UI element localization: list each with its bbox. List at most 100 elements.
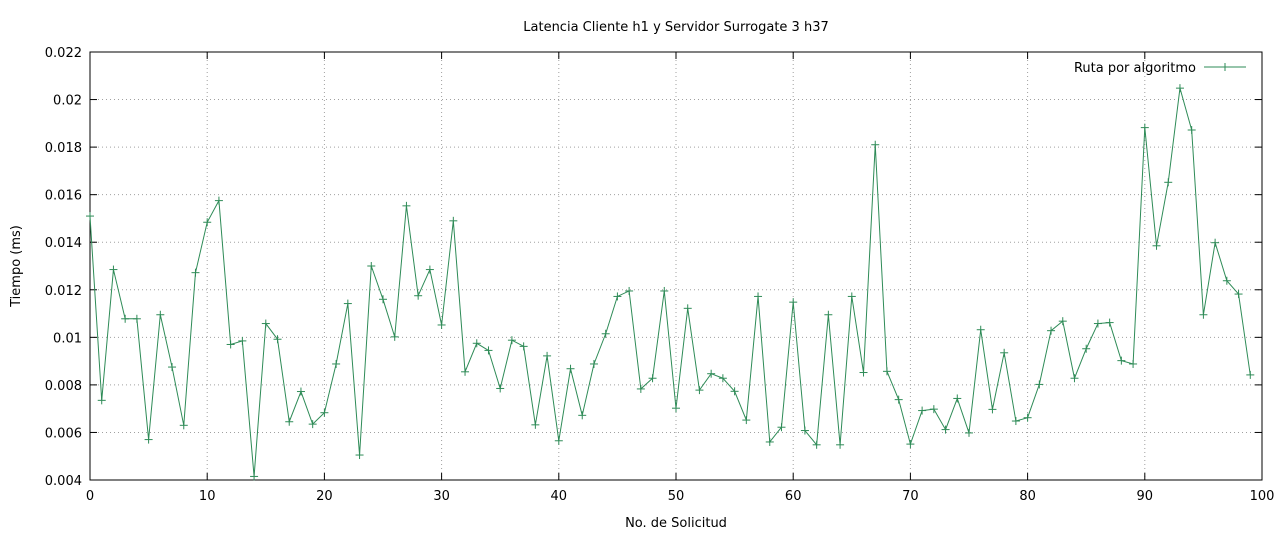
data-point <box>636 384 645 393</box>
data-point <box>132 314 141 323</box>
data-point <box>824 310 833 319</box>
series-line <box>89 88 1251 477</box>
data-point <box>1000 348 1009 357</box>
data-point <box>1129 359 1138 368</box>
data-point <box>449 216 458 225</box>
data-point <box>707 369 716 378</box>
x-tick-label: 30 <box>433 489 450 504</box>
data-point <box>519 342 528 351</box>
x-axis-ticks: 0 10 20 30 40 50 60 70 80 90 100 <box>86 52 1275 504</box>
data-point <box>261 319 270 328</box>
data-point <box>871 140 880 149</box>
x-axis-label: No. de Solicitud <box>625 516 727 531</box>
legend: Ruta por algoritmo <box>1074 61 1246 76</box>
data-point <box>648 374 657 383</box>
x-tick-label: 40 <box>551 489 568 504</box>
data-point <box>578 411 587 420</box>
data-point <box>379 295 387 304</box>
data-point <box>1246 370 1255 379</box>
data-point <box>156 310 165 319</box>
data-point <box>179 421 188 430</box>
data-point <box>754 292 763 301</box>
data-point <box>894 395 903 404</box>
data-point <box>1082 344 1091 353</box>
data-point <box>730 387 739 396</box>
data-point <box>97 396 106 405</box>
data-point <box>765 437 774 446</box>
data-point <box>285 417 294 426</box>
y-axis-label: Tiempo (ms) <box>9 225 24 308</box>
data-point <box>484 346 493 355</box>
data-point <box>367 262 376 270</box>
data-point <box>918 406 927 415</box>
data-point <box>1152 241 1161 250</box>
y-axis-ticks: 0.004 0.006 0.008 0.01 0.012 0.014 0.016 0.018 0… <box>45 46 1262 489</box>
data-point <box>976 325 985 334</box>
data-point <box>1035 380 1044 389</box>
data-point <box>1070 374 1079 383</box>
data-point <box>273 335 282 344</box>
data-point <box>625 286 634 295</box>
data-point <box>882 367 891 376</box>
data-point <box>308 420 317 429</box>
x-tick-label: 80 <box>1019 489 1036 504</box>
data-point <box>1234 290 1243 299</box>
data-point <box>812 440 821 449</box>
data-point <box>1011 417 1020 426</box>
data-point <box>390 332 399 341</box>
x-tick-label: 60 <box>785 489 802 504</box>
data-point <box>859 368 868 377</box>
data-point <box>965 428 973 437</box>
data-point <box>226 340 235 349</box>
x-tick-label: 0 <box>86 489 94 504</box>
legend-label: Ruta por algoritmo <box>1074 61 1196 76</box>
data-point <box>683 304 692 313</box>
data-point <box>109 265 118 274</box>
data-point <box>296 387 305 396</box>
data-point <box>1047 326 1056 335</box>
data-point <box>1187 125 1196 134</box>
y-tick-label: 0.006 <box>45 426 82 441</box>
data-point <box>437 320 446 329</box>
data-point <box>789 298 798 307</box>
series-group <box>86 84 1255 481</box>
data-point <box>320 408 329 417</box>
x-tick-label: 10 <box>199 489 216 504</box>
y-tick-label: 0.008 <box>45 379 82 394</box>
data-point <box>742 416 751 425</box>
y-tick-label: 0.014 <box>45 236 82 251</box>
y-tick-label: 0.012 <box>45 284 82 299</box>
data-point <box>718 374 727 383</box>
y-tick-label: 0.004 <box>45 474 82 489</box>
data-point <box>191 268 200 277</box>
x-tick-label: 100 <box>1250 489 1275 504</box>
data-point <box>1117 356 1126 365</box>
y-tick-label: 0.02 <box>53 94 82 109</box>
data-point <box>496 384 505 393</box>
data-point <box>343 299 352 308</box>
data-point <box>144 435 153 444</box>
data-point <box>1105 318 1114 327</box>
data-point <box>531 420 540 429</box>
data-point <box>86 212 94 221</box>
data-point <box>1023 413 1032 422</box>
x-tick-label: 50 <box>668 489 685 504</box>
data-point <box>836 440 845 449</box>
data-point <box>988 405 997 414</box>
y-tick-label: 0.01 <box>53 331 82 346</box>
data-point <box>214 196 223 205</box>
data-point <box>1222 276 1231 285</box>
data-point <box>472 339 481 348</box>
data-point <box>1140 123 1149 132</box>
data-point <box>941 425 950 434</box>
data-point <box>929 405 938 414</box>
data-point <box>121 314 130 323</box>
data-point <box>953 394 962 403</box>
data-point <box>613 292 622 301</box>
data-point <box>777 423 786 432</box>
data-point <box>672 404 680 413</box>
plot-area-frame <box>89 51 1263 481</box>
data-point <box>695 386 704 395</box>
data-point <box>566 364 575 373</box>
